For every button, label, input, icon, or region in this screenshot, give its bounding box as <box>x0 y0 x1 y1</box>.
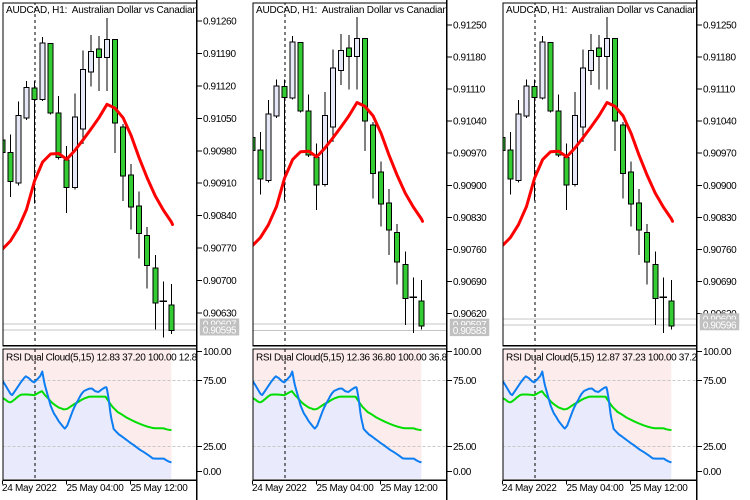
svg-text:0.90690: 0.90690 <box>703 277 737 288</box>
svg-text:25.00: 25.00 <box>703 442 727 453</box>
svg-text:25 May 12:00: 25 May 12:00 <box>381 483 439 494</box>
svg-text:0.90770: 0.90770 <box>203 244 237 255</box>
svg-text:25 May 04:00: 25 May 04:00 <box>67 483 125 494</box>
svg-text:0.91050: 0.91050 <box>203 114 237 125</box>
svg-text:100.00: 100.00 <box>703 347 732 358</box>
svg-text:0.00: 0.00 <box>703 467 722 478</box>
svg-text:0.90830: 0.90830 <box>703 213 737 224</box>
svg-text:0.90760: 0.90760 <box>453 245 487 256</box>
svg-text:25.00: 25.00 <box>453 442 477 453</box>
svg-text:25.00: 25.00 <box>203 442 227 453</box>
svg-text:0.90690: 0.90690 <box>453 277 487 288</box>
svg-text:0.90830: 0.90830 <box>453 213 487 224</box>
svg-text:0.90595: 0.90595 <box>203 326 237 337</box>
svg-text:0.91190: 0.91190 <box>203 49 236 60</box>
svg-text:0.90900: 0.90900 <box>453 181 487 192</box>
svg-text:0.91250: 0.91250 <box>453 20 487 31</box>
svg-text:0.91110: 0.91110 <box>703 85 736 96</box>
svg-text:0.91180: 0.91180 <box>703 52 736 63</box>
svg-text:0.90840: 0.90840 <box>203 211 237 222</box>
svg-text:AUDCAD, H1: Australian Dollar: AUDCAD, H1: Australian Dollar vs Canadia… <box>6 5 226 16</box>
svg-text:25 May 12:00: 25 May 12:00 <box>631 483 689 494</box>
svg-text:0.90980: 0.90980 <box>203 146 237 157</box>
svg-text:25 May 04:00: 25 May 04:00 <box>567 483 625 494</box>
svg-text:25 May 12:00: 25 May 12:00 <box>131 483 189 494</box>
svg-text:0.91040: 0.91040 <box>703 117 737 128</box>
svg-text:0.91180: 0.91180 <box>453 52 486 63</box>
svg-text:100.00: 100.00 <box>453 347 482 358</box>
svg-text:RSI Dual Cloud(5,15) 12.36 36.: RSI Dual Cloud(5,15) 12.36 36.80 100.00 … <box>256 353 479 364</box>
svg-text:0.91250: 0.91250 <box>703 20 737 31</box>
svg-text:24 May 2022: 24 May 2022 <box>2 483 57 494</box>
svg-text:0.91260: 0.91260 <box>203 17 237 28</box>
svg-text:0.90630: 0.90630 <box>203 309 237 320</box>
svg-text:AUDCAD, H1: Australian Dollar: AUDCAD, H1: Australian Dollar vs Canadia… <box>506 5 726 16</box>
svg-text:RSI Dual Cloud(5,15) 12.83 37.: RSI Dual Cloud(5,15) 12.83 37.20 100.00 … <box>6 353 229 364</box>
svg-text:100.00: 100.00 <box>203 347 232 358</box>
svg-text:AUDCAD, H1: Australian Dollar: AUDCAD, H1: Australian Dollar vs Canadia… <box>256 5 476 16</box>
svg-text:24 May 2022: 24 May 2022 <box>252 483 307 494</box>
svg-text:0.90700: 0.90700 <box>203 276 237 287</box>
svg-text:25 May 04:00: 25 May 04:00 <box>317 483 375 494</box>
svg-text:0.90910: 0.90910 <box>203 179 237 190</box>
svg-text:24 May 2022: 24 May 2022 <box>502 483 557 494</box>
svg-text:75.00: 75.00 <box>453 376 477 387</box>
svg-text:0.00: 0.00 <box>203 467 222 478</box>
svg-text:0.91040: 0.91040 <box>453 117 487 128</box>
svg-text:0.90970: 0.90970 <box>453 149 487 160</box>
svg-text:75.00: 75.00 <box>703 376 727 387</box>
svg-text:0.90760: 0.90760 <box>703 245 737 256</box>
svg-text:75.00: 75.00 <box>203 376 227 387</box>
svg-text:RSI Dual Cloud(5,15) 12.87 37.: RSI Dual Cloud(5,15) 12.87 37.23 100.00 … <box>506 353 729 364</box>
svg-text:0.00: 0.00 <box>453 467 472 478</box>
svg-text:0.90620: 0.90620 <box>453 309 487 320</box>
svg-text:0.91120: 0.91120 <box>203 81 236 92</box>
svg-text:0.90900: 0.90900 <box>703 181 737 192</box>
svg-text:0.90596: 0.90596 <box>703 320 737 331</box>
svg-text:0.91110: 0.91110 <box>453 85 486 96</box>
svg-text:0.90583: 0.90583 <box>453 326 487 337</box>
svg-text:0.90970: 0.90970 <box>703 149 737 160</box>
